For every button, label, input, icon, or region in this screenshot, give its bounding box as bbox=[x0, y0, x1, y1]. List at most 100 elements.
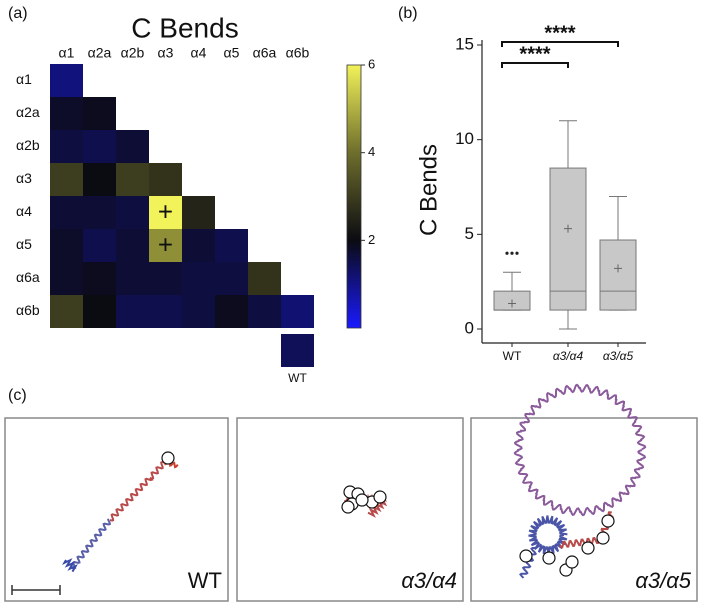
cell-label: + bbox=[158, 196, 173, 226]
panel-label: (a) bbox=[8, 5, 28, 22]
colorbar bbox=[346, 64, 362, 329]
heatmap-cell bbox=[50, 64, 83, 97]
heatmap-cell bbox=[50, 97, 83, 130]
heatmap-cell bbox=[50, 229, 83, 262]
heatmap-cell bbox=[83, 229, 116, 262]
y-tick-label: 0 bbox=[465, 318, 474, 337]
image-label: α3/α5 bbox=[635, 568, 691, 593]
significance-bracket bbox=[501, 41, 619, 47]
bead bbox=[161, 451, 175, 465]
column-label: α6a bbox=[253, 45, 277, 61]
heatmap-cell bbox=[116, 262, 149, 295]
row-label: α2a bbox=[16, 104, 40, 120]
heatmap-title: C Bends bbox=[131, 12, 238, 43]
row-label: α6b bbox=[16, 302, 40, 318]
x-tick-label: α3/α5 bbox=[603, 349, 634, 363]
heatmap-cell bbox=[50, 130, 83, 163]
heatmap-cell bbox=[215, 295, 248, 328]
row-label: α2b bbox=[16, 137, 40, 153]
bead bbox=[581, 541, 595, 555]
mean-marker bbox=[614, 264, 622, 273]
image-label: α3/α4 bbox=[401, 568, 457, 593]
bead bbox=[519, 549, 533, 563]
heatmap-cell bbox=[50, 295, 83, 328]
heatmap-cell bbox=[116, 163, 149, 196]
column-label: α1 bbox=[59, 45, 75, 61]
bead bbox=[355, 493, 369, 507]
colorbar-tick-label: 2 bbox=[368, 232, 375, 247]
bead bbox=[601, 514, 615, 528]
reference-label: WT bbox=[288, 371, 307, 385]
bead bbox=[341, 500, 355, 514]
panel-label: (c) bbox=[8, 387, 27, 404]
significance-label: **** bbox=[519, 43, 550, 65]
bead bbox=[565, 555, 579, 569]
heatmap-cell bbox=[83, 97, 116, 130]
row-label: α4 bbox=[16, 203, 32, 219]
bead bbox=[596, 531, 610, 545]
column-label: α4 bbox=[191, 45, 207, 61]
filament bbox=[513, 383, 647, 517]
box bbox=[549, 167, 587, 311]
y-tick-label: 15 bbox=[455, 34, 474, 53]
mean-marker bbox=[508, 299, 516, 308]
outlier bbox=[505, 251, 509, 255]
image-frame bbox=[470, 417, 698, 602]
box bbox=[599, 239, 637, 311]
bead bbox=[373, 490, 387, 504]
heatmap-cell bbox=[281, 295, 314, 328]
heatmap-cell bbox=[149, 196, 182, 229]
row-label: α5 bbox=[16, 236, 32, 252]
filament bbox=[62, 558, 78, 573]
x-tick-label: WT bbox=[503, 349, 522, 363]
y-tick-label: 5 bbox=[465, 224, 474, 243]
outlier bbox=[515, 251, 519, 255]
image-label: WT bbox=[188, 568, 222, 593]
x-tick-label: α3/α4 bbox=[553, 349, 584, 363]
mean-marker bbox=[564, 224, 572, 233]
heatmap-cell bbox=[149, 163, 182, 196]
heatmap-cell bbox=[248, 295, 281, 328]
heatmap-cell bbox=[116, 229, 149, 262]
colorbar-tick-label: 4 bbox=[368, 144, 375, 159]
heatmap-cell bbox=[149, 295, 182, 328]
heatmap-cell bbox=[83, 163, 116, 196]
heatmap-cell bbox=[116, 295, 149, 328]
reference-cell bbox=[281, 334, 314, 367]
cell-label: + bbox=[158, 229, 173, 259]
column-label: α6b bbox=[286, 45, 310, 61]
column-label: α2a bbox=[88, 45, 112, 61]
heatmap-cell bbox=[182, 262, 215, 295]
panel-label: (b) bbox=[398, 5, 418, 22]
heatmap-cell bbox=[182, 295, 215, 328]
column-label: α3 bbox=[158, 45, 174, 61]
heatmap-cell bbox=[149, 229, 182, 262]
significance-label: **** bbox=[544, 22, 575, 44]
heatmap-cell bbox=[182, 196, 215, 229]
row-label: α1 bbox=[16, 71, 32, 87]
filament bbox=[528, 515, 568, 555]
significance-bracket bbox=[501, 62, 569, 68]
y-axis-title: C Bends bbox=[415, 144, 442, 236]
column-label: α5 bbox=[224, 45, 240, 61]
heatmap-cell bbox=[149, 262, 182, 295]
y-tick-label: 10 bbox=[455, 129, 474, 148]
heatmap-cell bbox=[116, 196, 149, 229]
heatmap-cell bbox=[83, 295, 116, 328]
heatmap-cell bbox=[50, 163, 83, 196]
filament bbox=[71, 518, 112, 570]
bead bbox=[542, 551, 556, 565]
heatmap-cell bbox=[116, 130, 149, 163]
colorbar-tick-label: 6 bbox=[368, 56, 375, 71]
heatmap-cell bbox=[83, 130, 116, 163]
outlier bbox=[510, 251, 514, 255]
image-frames bbox=[4, 417, 698, 602]
scale-bar bbox=[11, 585, 61, 595]
heatmap-cell bbox=[83, 196, 116, 229]
heatmap-cell bbox=[50, 196, 83, 229]
row-label: α3 bbox=[16, 170, 32, 186]
heatmap-cell bbox=[50, 262, 83, 295]
column-label: α2b bbox=[121, 45, 145, 61]
heatmap-cell bbox=[83, 262, 116, 295]
